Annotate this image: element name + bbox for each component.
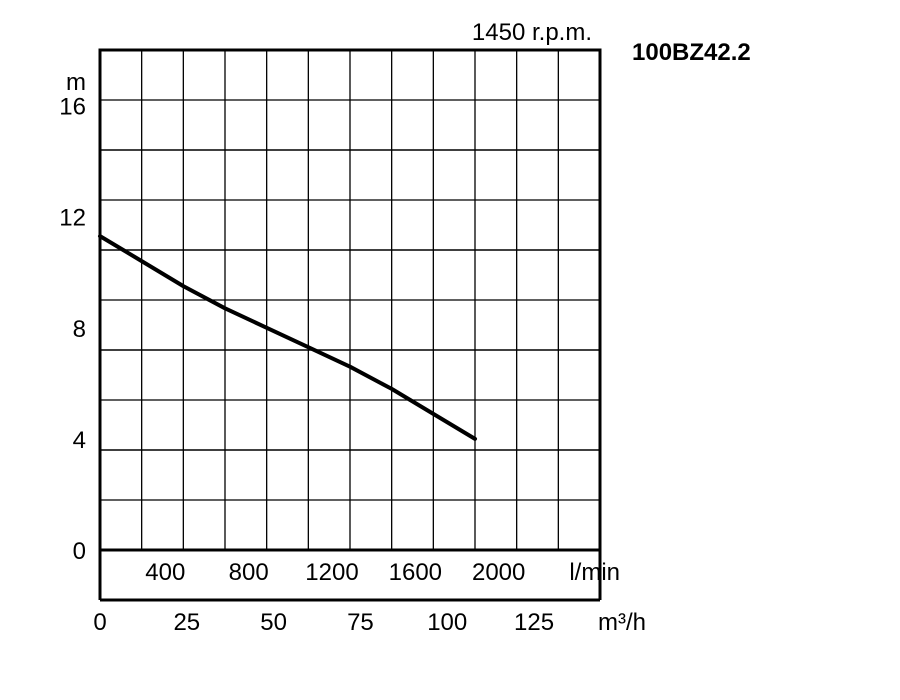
speed-label: 1450 r.p.m. [472,19,592,46]
x-unit-lmin-label: l/min [569,559,620,586]
x-unit-m3h-label: m³/h [598,609,646,636]
grid [100,50,600,550]
x-tick-labels-lmin: 400 800 1200 1600 2000 [145,559,525,586]
y-tick-label: 0 [73,538,86,565]
plot-frame [98,48,602,602]
x-tick-label-m3h: 0 [93,609,106,636]
x-tick-label-lmin: 1600 [389,559,442,586]
x-tick-label-m3h: 75 [347,609,374,636]
x-tick-label-lmin: 400 [145,559,185,586]
y-unit-label: m [66,69,86,96]
x-tick-label-m3h: 50 [260,609,287,636]
y-tick-label: 16 [59,94,86,121]
x-tick-label-m3h: 125 [514,609,554,636]
x-tick-label-lmin: 800 [229,559,269,586]
x-tick-label-lmin: 2000 [472,559,525,586]
x-tick-labels-m3h: 0 25 50 75 100 125 [93,609,554,636]
x-tick-label-lmin: 1200 [305,559,358,586]
plot-border [98,48,602,552]
y-tick-label: 12 [59,205,86,232]
y-tick-label: 4 [73,427,86,454]
y-tick-labels: 0 4 8 12 16 [59,94,86,565]
x-tick-label-m3h: 100 [427,609,467,636]
x-tick-label-m3h: 25 [173,609,200,636]
model-label: 100BZ42.2 [632,39,751,66]
head-flow-curve [98,234,477,441]
y-tick-label: 8 [73,316,86,343]
